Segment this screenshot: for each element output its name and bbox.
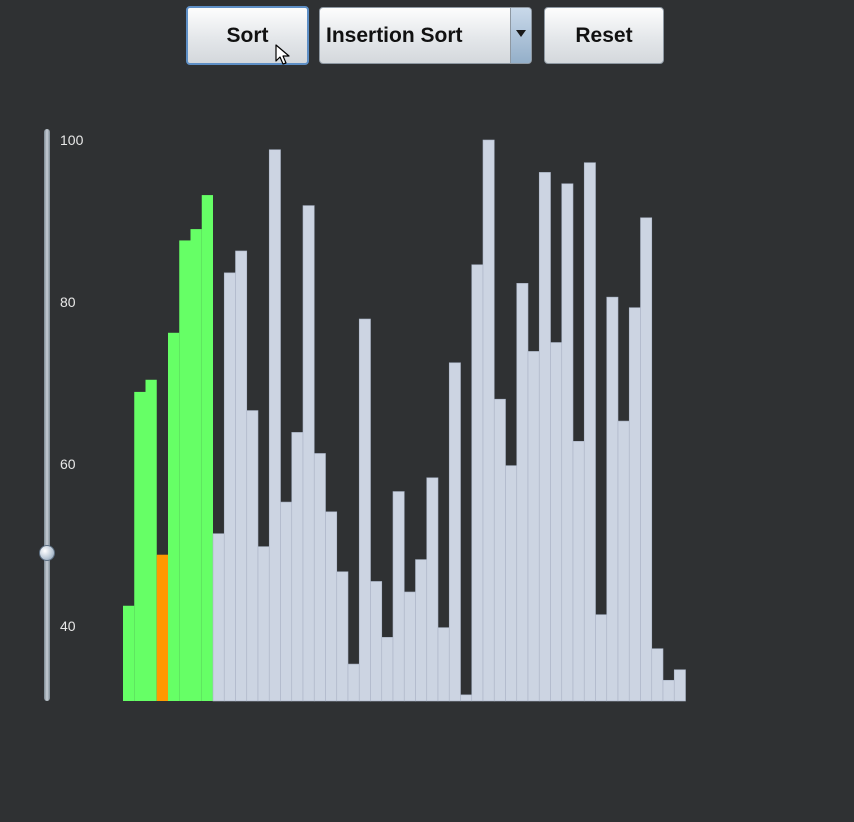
sort-button-label: Sort — [226, 23, 269, 47]
bar — [156, 554, 168, 701]
bar — [538, 172, 551, 702]
value-slider-track[interactable] — [44, 129, 50, 701]
reset-button[interactable]: Reset — [544, 7, 664, 64]
bar — [673, 669, 686, 702]
bar — [415, 559, 428, 702]
bar — [561, 183, 574, 702]
bar — [201, 195, 213, 701]
bar — [606, 296, 619, 702]
slider-tick-label: 100 — [60, 132, 84, 148]
dropdown-arrow-icon[interactable] — [510, 8, 531, 63]
bar — [145, 379, 157, 701]
bar — [358, 318, 371, 702]
bar — [505, 465, 518, 702]
slider-tick-label: 40 — [60, 618, 76, 634]
bar — [572, 441, 585, 702]
bar — [257, 546, 270, 702]
bar — [403, 591, 416, 702]
bar — [347, 663, 360, 702]
bar — [179, 240, 191, 701]
algorithm-dropdown[interactable]: Insertion Sort — [319, 7, 532, 64]
bar — [583, 162, 596, 702]
bar — [595, 614, 608, 702]
value-slider-thumb[interactable] — [39, 545, 55, 562]
bar — [280, 501, 293, 702]
slider-tick-label: 60 — [60, 456, 76, 472]
bar — [190, 229, 202, 701]
bar — [392, 491, 405, 702]
bar — [482, 139, 495, 702]
bar — [617, 420, 630, 702]
slider-tick-label: 80 — [60, 294, 76, 310]
bar — [651, 648, 664, 702]
bar — [336, 571, 349, 702]
bar — [437, 627, 450, 702]
bar — [134, 391, 146, 701]
bar — [302, 205, 315, 702]
bar — [246, 410, 259, 702]
bar — [223, 272, 236, 702]
bar — [235, 250, 248, 702]
bar — [325, 511, 338, 702]
bar — [662, 679, 675, 702]
bar — [550, 342, 563, 702]
bar — [493, 398, 506, 702]
algorithm-dropdown-value: Insertion Sort — [326, 24, 463, 47]
bar — [168, 332, 180, 701]
bar — [268, 149, 281, 702]
bar — [516, 283, 529, 702]
bar — [212, 533, 225, 702]
sort-button[interactable]: Sort — [186, 6, 309, 65]
bar — [460, 694, 473, 702]
bar — [291, 432, 304, 702]
bar — [123, 605, 135, 701]
bar — [448, 362, 461, 702]
bar — [370, 581, 383, 702]
bar — [313, 453, 326, 702]
bar — [640, 217, 653, 702]
bar — [628, 307, 641, 702]
bar — [426, 477, 439, 702]
reset-button-label: Reset — [575, 23, 633, 47]
bar — [381, 637, 394, 702]
mouse-pointer-icon — [275, 44, 290, 65]
bar — [527, 351, 540, 702]
bar — [471, 264, 484, 702]
